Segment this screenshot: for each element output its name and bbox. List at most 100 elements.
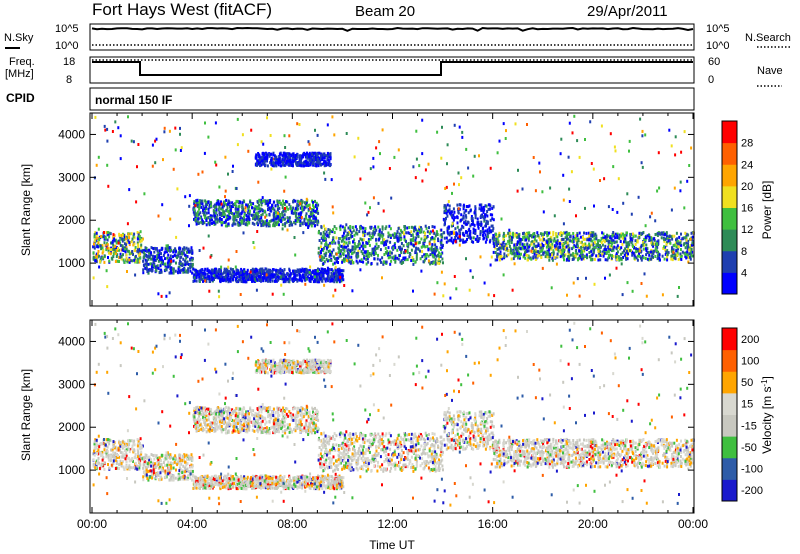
radar-cell [285,278,287,282]
radar-cell [425,253,428,256]
radar-cell [229,204,231,208]
radar-cell [195,199,198,203]
radar-cell [440,233,443,237]
radar-cell [226,214,229,218]
noise-frame [89,23,695,51]
radar-cell [178,246,181,250]
radar-cell [231,201,234,205]
radar-cell [518,251,521,255]
radar-cell [236,211,239,214]
radar-cell [410,248,413,252]
radar-cell [223,275,226,279]
radar-cell [624,251,627,255]
radar-cell [106,246,109,250]
radar-cell [359,177,362,181]
radar-cell [243,200,246,204]
radar-cell [670,249,673,253]
radar-cell [654,255,657,258]
radar-cell [163,130,166,134]
radar-cell [95,252,98,256]
radar-cell [332,248,335,252]
radar-cell [580,249,583,252]
radar-cell [472,227,475,231]
radar-cell [215,205,218,209]
radar-cell [593,282,596,286]
radar-cell [112,243,115,247]
radar-cell [198,278,201,282]
radar-cell [611,241,613,245]
radar-cell [417,247,420,251]
radar-cell [288,134,291,138]
radar-cell [648,236,651,239]
radar-cell [661,231,663,235]
radar-cell [348,230,350,234]
radar-cell [370,253,373,257]
radar-cell [460,213,463,217]
radar-cell [416,241,418,245]
radar-cell [415,247,418,251]
radar-cell [200,273,203,277]
radar-cell [241,271,244,275]
radar-cell [399,238,402,242]
radar-cell [358,230,361,233]
radar-cell [665,250,668,254]
radar-cell [305,204,308,208]
radar-cell [133,236,136,240]
radar-cell [648,233,650,237]
radar-cell [112,247,115,251]
radar-cell [444,204,447,208]
radar-cell [431,250,434,254]
radar-cell [540,256,543,259]
radar-cell [238,205,241,208]
radar-cell [125,246,128,250]
radar-cell [261,212,264,216]
radar-cell [150,246,153,250]
radar-cell [302,164,305,168]
radar-cell [297,162,300,166]
radar-cell [143,249,146,253]
radar-cell [144,266,147,270]
radar-cell [291,159,294,163]
radar-cell [410,234,413,237]
radar-cell [282,160,285,164]
radar-cell [195,276,198,280]
radar-cell [590,249,593,253]
radar-cell [291,208,293,212]
radar-cell [182,270,185,274]
radar-cell [580,251,583,255]
radar-cell [377,245,380,248]
radar-cell [645,294,648,298]
radar-cell [258,271,260,275]
radar-cell [287,160,290,164]
radar-cell [680,150,683,154]
radar-cell [599,250,602,254]
radar-cell [518,253,521,257]
radar-cell [679,241,682,245]
radar-cell [395,232,398,236]
radar-cell [122,253,124,257]
radar-cell [362,226,365,230]
radar-cell [620,252,623,256]
radar-cell [461,224,464,228]
beam-label: Beam 20 [355,3,415,20]
radar-cell [227,274,230,278]
radar-cell [183,263,185,267]
radar-cell [485,204,488,208]
radar-cell [228,215,231,219]
radar-cell [223,204,225,208]
radar-cell [581,255,584,258]
radar-cell [414,239,417,243]
radar-cell [519,239,522,243]
radar-cell [300,203,303,207]
radar-cell [217,289,220,293]
radar-cell [145,264,148,268]
radar-cell [337,251,340,255]
radar-cell [470,222,473,226]
radar-cell [486,214,489,218]
radar-cell [504,137,507,140]
radar-cell [578,231,581,235]
radar-cell [509,251,512,255]
radar-cell [137,233,140,237]
radar-cell [190,246,193,250]
radar-cell [273,211,276,215]
